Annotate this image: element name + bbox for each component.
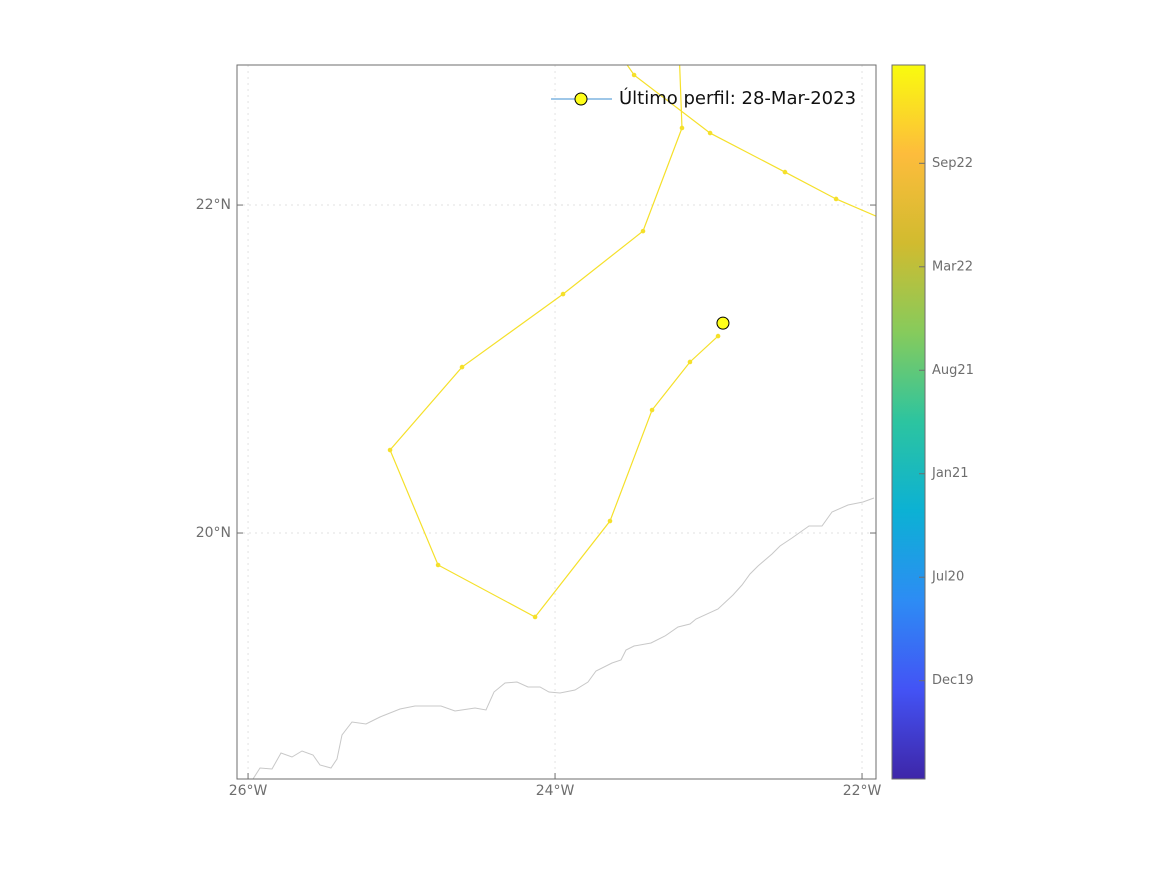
track-point — [560, 291, 566, 297]
track-point — [833, 196, 839, 202]
track-point — [387, 447, 393, 453]
x-tick-label: 26°W — [229, 783, 268, 799]
x-tick-label: 22°W — [843, 783, 882, 799]
track-point — [607, 518, 613, 524]
last-profile-marker — [716, 316, 730, 330]
track-point — [687, 359, 693, 365]
plot-area — [237, 65, 876, 779]
track-line — [389, 65, 876, 618]
colorbar-tick-label: Jan21 — [931, 466, 969, 481]
x-tick-label: 24°W — [536, 783, 575, 799]
track-point — [679, 125, 685, 131]
colorbar-tick-label: Sep22 — [932, 156, 973, 171]
legend-marker — [574, 92, 588, 106]
colorbar-tick-label: Dec19 — [932, 673, 974, 688]
track-point — [640, 228, 646, 234]
colorbar — [891, 64, 926, 780]
track-point — [435, 562, 441, 568]
axes-box — [236, 64, 877, 780]
track-point — [608, 38, 613, 43]
track-point — [649, 407, 655, 413]
y-tick-label: 22°N — [196, 197, 231, 213]
track-point — [782, 169, 788, 175]
track-point — [715, 333, 721, 339]
track-point — [532, 614, 538, 620]
track-point — [631, 72, 637, 78]
track-point — [459, 364, 465, 370]
y-tick-label: 20°N — [196, 525, 231, 541]
track-point — [676, 18, 681, 23]
colorbar-tick-label: Jul20 — [931, 570, 964, 585]
colorbar-tick-label: Aug21 — [932, 363, 974, 378]
legend-label: Último perfil: 28-Mar-2023 — [619, 87, 856, 109]
colorbar-tick-label: Mar22 — [932, 259, 973, 274]
coastline — [252, 497, 875, 779]
track-point — [707, 130, 713, 136]
